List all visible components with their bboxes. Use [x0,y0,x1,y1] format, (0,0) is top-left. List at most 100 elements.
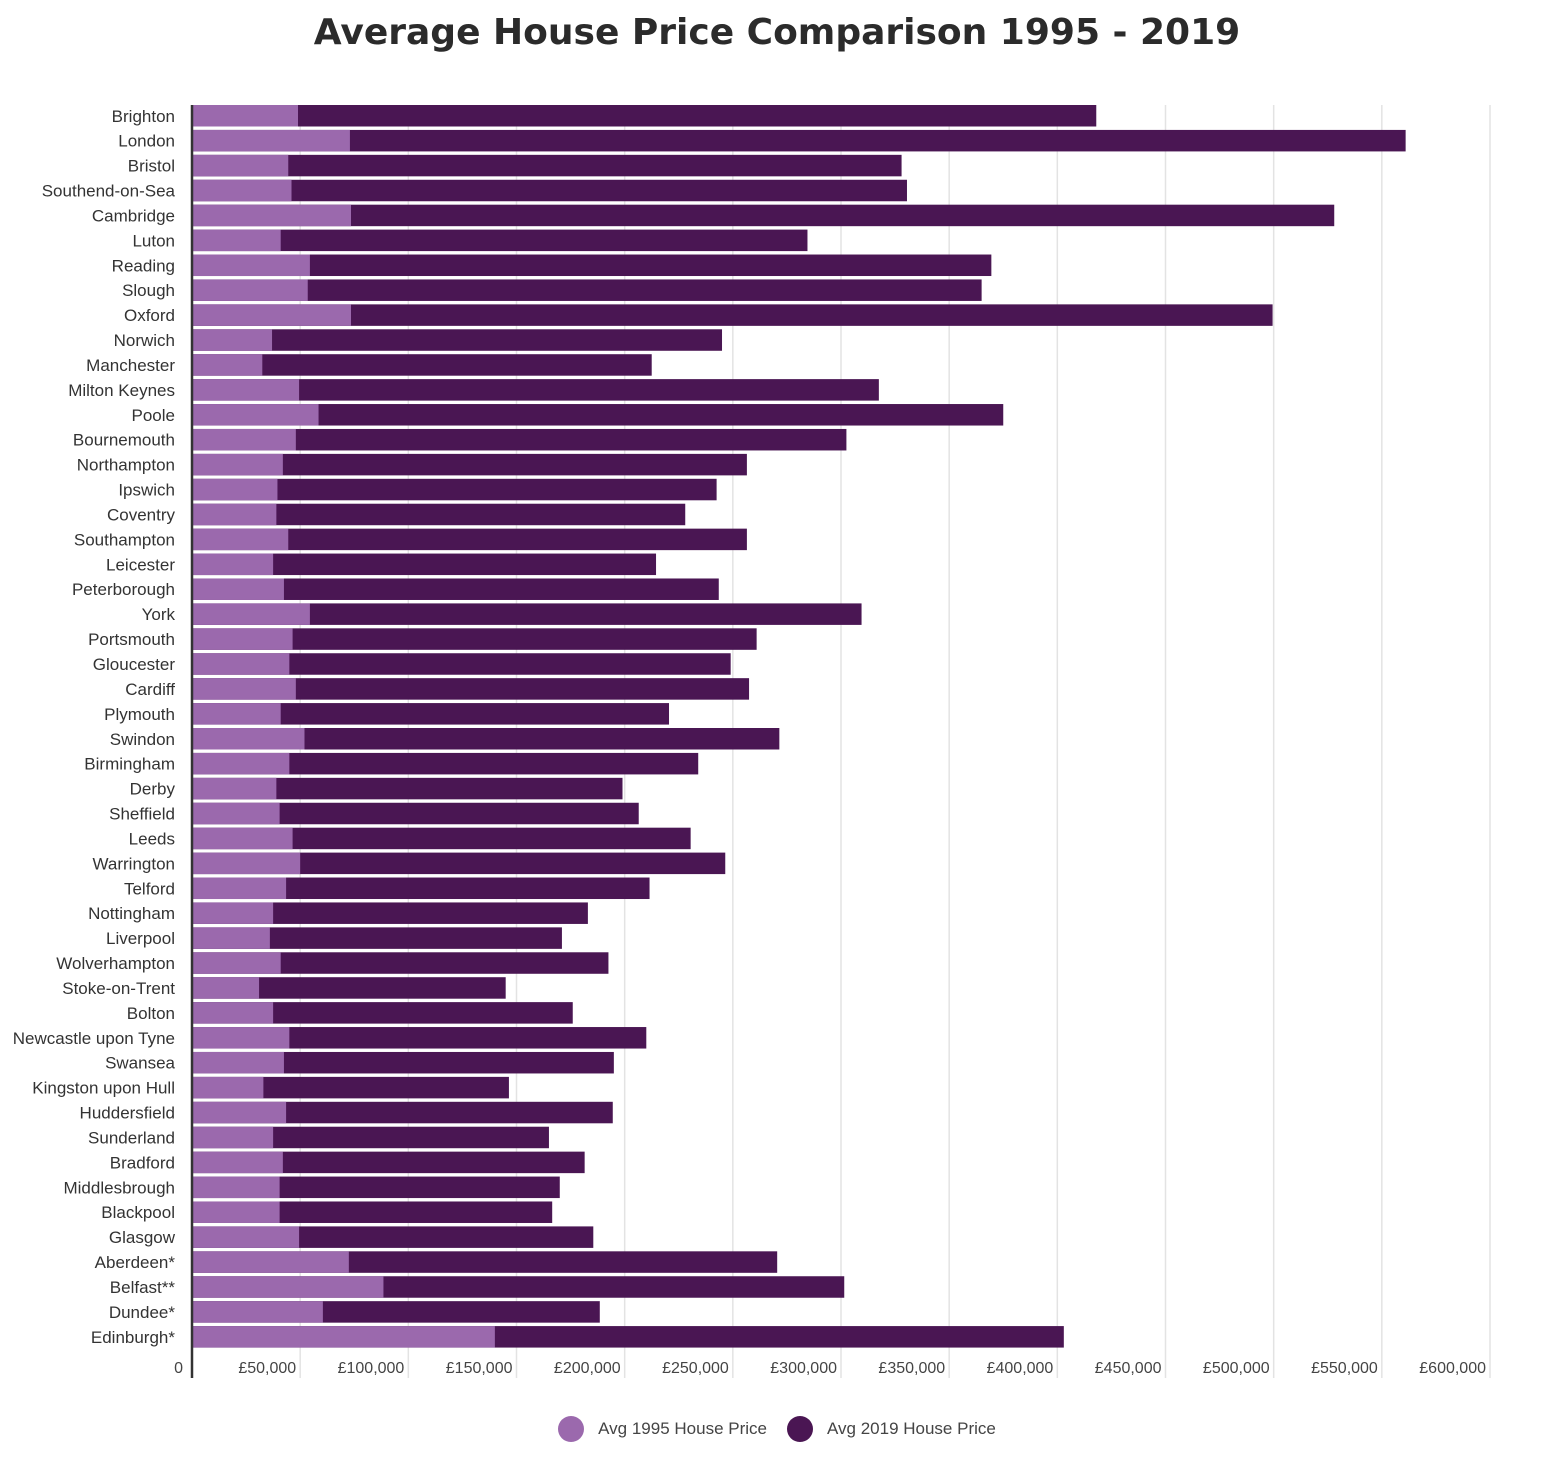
bar-2019 [192,105,1097,127]
bar-1995 [192,777,277,800]
bar-2019 [192,1126,549,1149]
bar-2019 [192,678,750,700]
category-label: Norwich [114,331,175,350]
category-label: Coventry [107,505,176,524]
category-label: Luton [132,231,175,250]
bar-1995 [192,329,273,351]
bar-2019 [192,777,623,800]
category-label: Glasgow [109,1228,176,1247]
bar-2019 [192,603,862,625]
bar-2019 [192,329,723,351]
bar-2019 [192,802,639,825]
bar-1995 [192,1076,264,1099]
x-tick-label: £200,000 [554,1360,621,1377]
bar-1995 [192,354,263,376]
category-label: Bournemouth [73,431,175,450]
x-tick-label: £600,000 [1419,1360,1486,1377]
bar-1995 [192,728,305,750]
category-label: Dundee* [109,1303,176,1322]
category-label: Nottingham [88,904,175,923]
category-label: Middlesbrough [63,1178,175,1197]
bar-2019 [192,578,719,600]
bar-2019 [192,852,726,875]
bar-1995 [192,179,292,202]
category-label: Gloucester [93,655,176,674]
category-label: Edinburgh* [91,1328,176,1347]
bar-1995 [192,279,308,301]
bar-1995 [192,453,283,476]
category-label: Belfast** [110,1278,176,1297]
category-label: Stoke-on-Trent [62,979,175,998]
category-label: Northampton [77,456,175,475]
bar-1995 [192,1126,274,1149]
bar-1995 [192,927,270,949]
bar-1995 [192,653,290,675]
legend-item-2019[interactable]: Avg 2019 House Price [787,1416,996,1442]
category-label: Milton Keynes [68,381,175,400]
bar-1995 [192,478,278,501]
bar-1995 [192,877,287,900]
bar-1995 [192,578,284,600]
category-label: Aberdeen* [95,1253,176,1272]
legend-swatch-2019 [787,1416,813,1442]
x-tick-label: £450,000 [1095,1360,1162,1377]
category-label: Kingston upon Hull [32,1079,175,1098]
category-label: Wolverhampton [56,954,175,973]
bar-1995 [192,802,280,825]
category-label: Bolton [127,1004,175,1023]
x-tick-label: £400,000 [987,1360,1054,1377]
bar-1995 [192,129,350,152]
bar-1995 [192,553,274,576]
bar-1995 [192,1326,495,1348]
bar-1995 [192,628,293,650]
category-label: Huddersfield [80,1104,175,1123]
bar-1995 [192,827,293,850]
bar-1995 [192,1002,274,1024]
bar-1995 [192,154,289,177]
bar-1995 [192,678,296,700]
bar-1995 [192,603,310,625]
bar-2019 [192,927,562,949]
bar-1995 [192,977,260,999]
bar-2019 [192,279,982,301]
category-label: Portsmouth [88,630,175,649]
category-label: Sunderland [88,1128,175,1147]
bar-2019 [192,1201,553,1223]
category-label: Derby [130,780,176,799]
x-tick-label: £350,000 [878,1360,945,1377]
bar-2019 [192,877,650,900]
bar-1995 [192,1176,280,1199]
bar-1995 [192,1201,280,1223]
bar-2019 [192,229,808,252]
category-label: Bristol [128,157,175,176]
bar-1995 [192,902,274,924]
bar-1995 [192,528,289,551]
bar-2019 [192,478,717,501]
bar-2019 [192,728,780,750]
bar-2019 [192,354,652,376]
bar-2019 [192,1101,613,1124]
category-label: Peterborough [72,580,175,599]
bar-1995 [192,752,290,775]
category-label: Plymouth [104,705,175,724]
bar-2019 [192,752,699,775]
category-label: Leicester [106,555,175,574]
bar-1995 [192,1276,384,1298]
bar-1995 [192,503,277,526]
bar-1995 [192,952,281,974]
bar-2019 [192,1076,509,1099]
category-label: Oxford [124,306,175,325]
x-tick-label: £550,000 [1311,1360,1378,1377]
bar-2019 [192,553,657,576]
x-tick-label: £100,000 [338,1360,405,1377]
legend-item-1995[interactable]: Avg 1995 House Price [558,1416,767,1442]
chart-title: Average House Price Comparison 1995 - 20… [313,12,1241,53]
bar-1995 [192,1301,323,1323]
category-label: Southend-on-Sea [42,182,176,201]
x-tick-label: £500,000 [1203,1360,1270,1377]
bar-2019 [192,428,847,451]
bar-2019 [192,528,747,551]
bar-2019 [192,179,907,202]
bar-1995 [192,229,281,252]
